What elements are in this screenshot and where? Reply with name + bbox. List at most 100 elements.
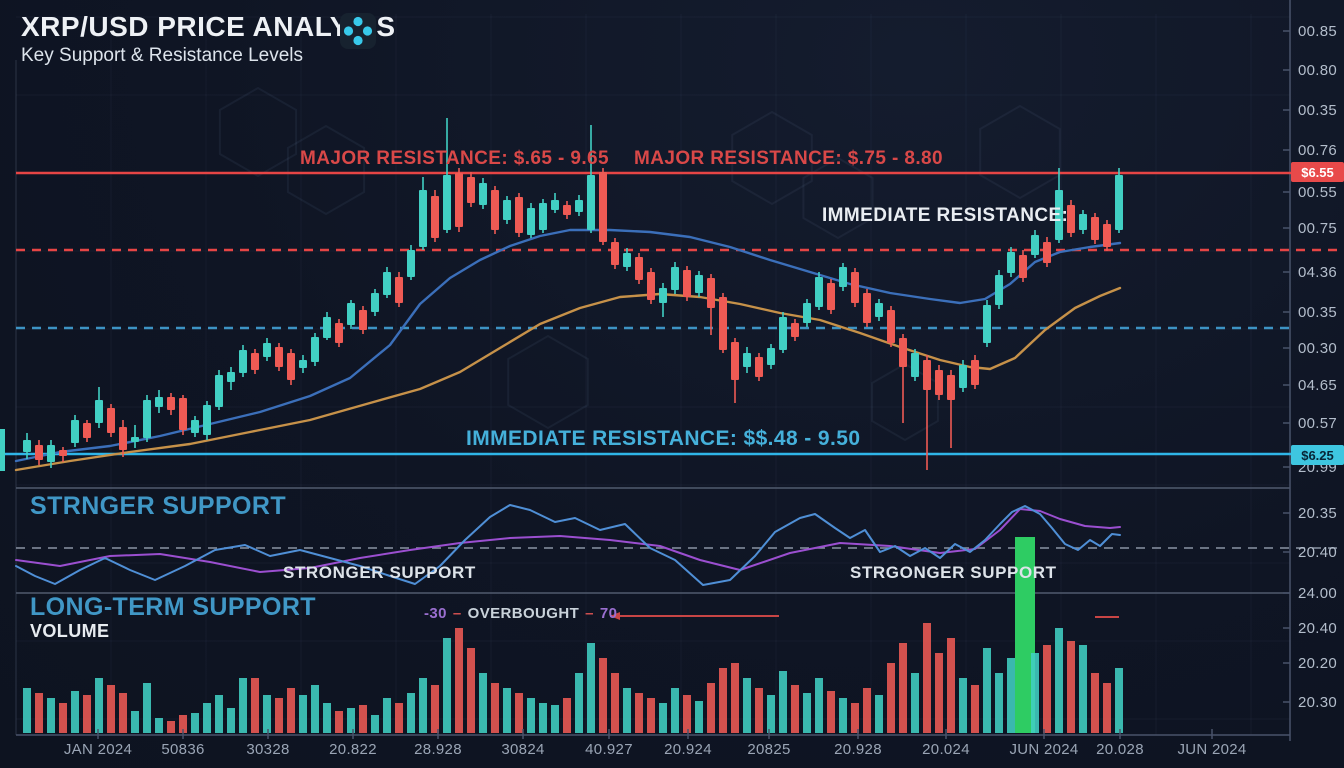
candle-body <box>515 197 523 233</box>
hexagon-decoration <box>286 124 366 216</box>
candle-body <box>803 303 811 323</box>
legend-dash-2: – <box>585 605 594 622</box>
candle-body <box>1007 252 1015 273</box>
volume-bar <box>1043 645 1051 733</box>
volume-bar <box>731 663 739 733</box>
candle-body <box>119 427 127 450</box>
candle-body <box>299 360 307 368</box>
volume-bar <box>1031 653 1039 733</box>
candle-body <box>743 353 751 367</box>
candle-body <box>671 267 679 290</box>
candle-body <box>611 242 619 265</box>
y-axis-label: 20.40 <box>1298 544 1338 561</box>
candle-body <box>935 370 943 395</box>
hexagon-decoration <box>979 104 1061 200</box>
y-axis-label: 24.00 <box>1298 585 1338 602</box>
volume-bar <box>467 648 475 733</box>
stronger-support-label-right: STRGONGER SUPPORT <box>850 563 1057 582</box>
oscillator-legend: -30– OVERBOUGHT –70 <box>424 606 617 621</box>
candle-body <box>371 293 379 312</box>
candle-body <box>263 343 271 357</box>
volume-bar <box>779 671 787 733</box>
candle-body <box>443 175 451 230</box>
volume-bar <box>875 695 883 733</box>
candle-body <box>83 423 91 438</box>
price-badge-resistance-price: $6.55 <box>1291 162 1344 182</box>
volume-bar <box>431 685 439 733</box>
x-axis-label: 20.028 <box>1096 741 1144 758</box>
candle-body <box>947 375 955 400</box>
volume-bar <box>659 703 667 733</box>
candle-body <box>179 398 187 430</box>
hexagon-decoration <box>802 156 874 240</box>
candle-body <box>863 293 871 323</box>
candle-body <box>731 342 739 380</box>
volume-bar <box>215 695 223 733</box>
legend-overbought-label: OVERBOUGHT <box>467 605 580 622</box>
volume-bar <box>959 678 967 733</box>
candle-body <box>155 397 163 407</box>
candle-body <box>431 196 439 238</box>
candle-body <box>479 183 487 205</box>
candle-body <box>887 310 895 343</box>
volume-bar <box>119 693 127 733</box>
major-resistance-label-2: MAJOR RESISTANCE: $.75 - 8.80 <box>634 148 943 169</box>
candle-body <box>923 360 931 390</box>
edge-candle-fragment <box>0 429 5 471</box>
candle-body <box>599 172 607 242</box>
candle-body <box>215 375 223 407</box>
candle-body <box>227 372 235 382</box>
volume-bar <box>647 698 655 733</box>
volume-bar <box>251 678 259 733</box>
candle-body <box>359 310 367 330</box>
oscillator-main-line <box>15 504 1121 586</box>
volume-bar <box>491 683 499 733</box>
ma-blue-line <box>14 228 1122 463</box>
x-axis-label: JUN 2024 <box>1009 741 1079 758</box>
volume-bar <box>167 721 175 733</box>
candle-body <box>311 337 319 362</box>
volume-bar <box>935 653 943 733</box>
candle-body <box>911 353 919 377</box>
candle-body <box>623 253 631 267</box>
x-axis-label: 28.928 <box>414 741 462 758</box>
legend-oversold-value: -30 <box>424 605 447 622</box>
x-axis-label: 20.924 <box>664 741 712 758</box>
y-axis-label: 00.57 <box>1298 415 1338 432</box>
candle-body <box>1019 255 1027 278</box>
x-axis-label: 30328 <box>246 741 290 758</box>
y-axis-label: 20.30 <box>1298 694 1338 711</box>
x-axis-label: JAN 2024 <box>63 741 133 758</box>
volume-bar <box>455 628 463 733</box>
volume-bar <box>947 638 955 733</box>
volume-bar <box>227 708 235 733</box>
volume-bar <box>983 648 991 733</box>
y-axis-label: 04.65 <box>1298 377 1338 394</box>
volume-bar <box>323 703 331 733</box>
y-axis-label: 00.30 <box>1298 340 1338 357</box>
candle-body <box>95 400 103 423</box>
candle-body <box>143 400 151 438</box>
candle-body <box>647 272 655 300</box>
volume-bar <box>911 673 919 733</box>
volume-bar <box>611 673 619 733</box>
volume-bar <box>899 643 907 733</box>
candle-body <box>827 283 835 310</box>
x-axis-label: 20825 <box>747 741 791 758</box>
candle-body <box>575 200 583 212</box>
volume-bar-green-spike <box>1015 537 1035 733</box>
volume-bar <box>767 695 775 733</box>
candle-body <box>791 323 799 337</box>
candle-body <box>1091 217 1099 240</box>
volume-bar <box>203 703 211 733</box>
volume-bar <box>887 663 895 733</box>
volume-bar <box>59 703 67 733</box>
volume-bar <box>35 693 43 733</box>
candle-body <box>407 250 415 277</box>
candle-body <box>347 303 355 325</box>
volume-bar <box>827 691 835 733</box>
annotation-arrow-head <box>610 612 620 620</box>
x-axis-label: 40.927 <box>585 741 633 758</box>
candle-body <box>707 278 715 308</box>
